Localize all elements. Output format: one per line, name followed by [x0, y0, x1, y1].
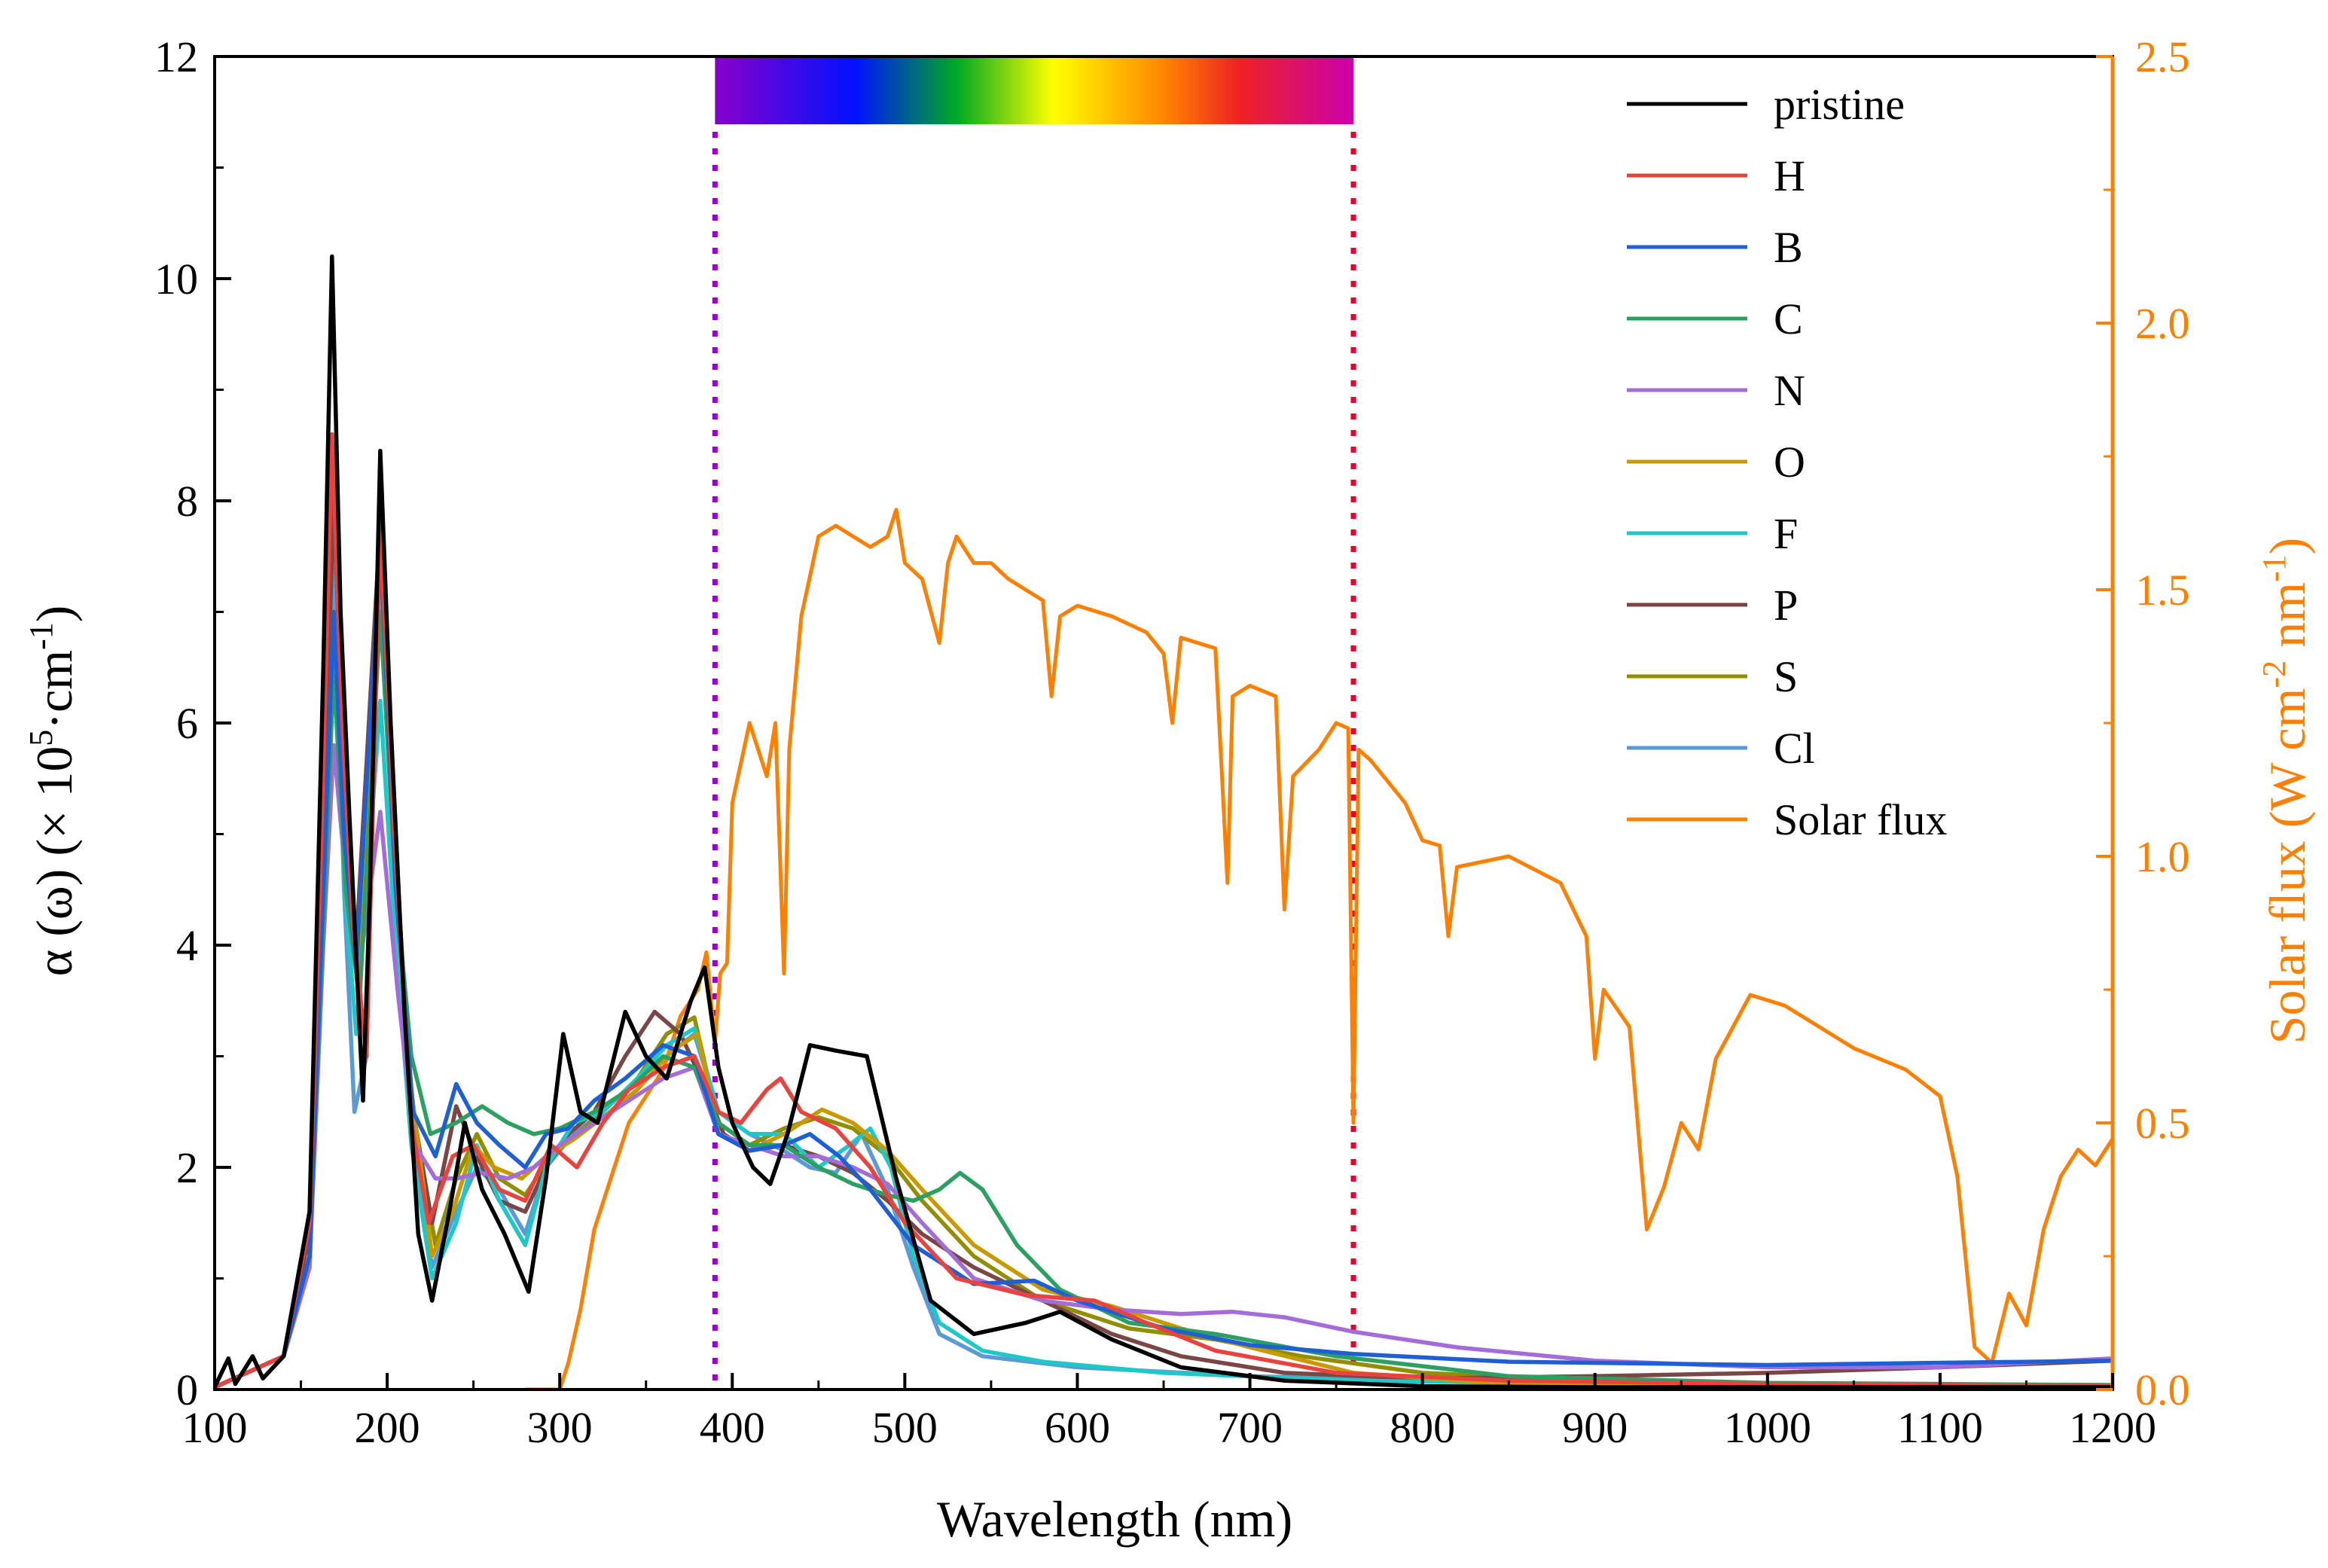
- y2-axis: 0.0 0.5 1.0 1.5 2.0 2.5: [2096, 32, 2190, 1414]
- y2-title-sup2: -1: [2256, 554, 2293, 582]
- y2-axis-title: Solar flux (W cm-2 nm-1): [2256, 538, 2316, 1045]
- series-pristine: [215, 254, 2113, 1390]
- x-tick-label: 300: [527, 1403, 593, 1452]
- y-tick-label: 8: [176, 477, 198, 526]
- y-tick-label: 4: [176, 921, 198, 970]
- y2-title-mid: nm: [2259, 582, 2316, 660]
- y2-title-main: Solar flux (W cm: [2259, 688, 2316, 1045]
- legend-label-f: F: [1774, 509, 1798, 558]
- y-axis: 0 2 4 6 8 10 12: [154, 32, 231, 1414]
- series-o: [215, 576, 2113, 1390]
- y-title-sup: 5: [23, 730, 59, 746]
- y2-tick-label: 0.0: [2135, 1365, 2190, 1414]
- x-tick-label: 600: [1045, 1403, 1110, 1452]
- y-title-main: α (ω) (× 10: [26, 746, 83, 977]
- y2-tick-label: 2.0: [2135, 299, 2190, 348]
- legend-label-cl: Cl: [1774, 724, 1815, 773]
- x-tick-label: 100: [182, 1403, 248, 1452]
- y2-tick-label: 1.5: [2135, 566, 2190, 615]
- series-p: [215, 499, 2113, 1390]
- spectrum-bar: [715, 58, 1353, 124]
- y-title-sup2: -1: [23, 622, 59, 650]
- x-tick-label: 400: [700, 1403, 765, 1452]
- legend-label-b: B: [1774, 223, 1803, 272]
- series-c: [215, 609, 2113, 1390]
- legend-label-p: P: [1774, 581, 1798, 630]
- series-cl: [215, 499, 2113, 1390]
- x-tick-label: 1000: [1724, 1403, 1811, 1452]
- x-axis-title: Wavelength (nm): [937, 1490, 1292, 1548]
- x-axis: 100 200 300 400 500 600 700 800 900 1000 1100 1200: [182, 1373, 2156, 1452]
- series-s: [215, 576, 2113, 1390]
- legend-label-c: C: [1774, 294, 1803, 343]
- y-tick-label: 0: [176, 1365, 198, 1414]
- x-tick-label: 800: [1390, 1403, 1455, 1452]
- legend-label-h: H: [1774, 151, 1805, 200]
- x-tick-label: 200: [355, 1403, 420, 1452]
- legend-label-s: S: [1774, 652, 1798, 701]
- y-tick-label: 10: [154, 255, 198, 304]
- legend-label-pristine: pristine: [1774, 80, 1905, 129]
- y2-tick-label: 2.5: [2135, 32, 2190, 81]
- series-layer: [215, 254, 2113, 1390]
- y-axis-title: α (ω) (× 105·cm-1): [23, 606, 83, 977]
- legend-label-o: O: [1774, 438, 1805, 487]
- y2-title-end: ): [2259, 538, 2316, 555]
- legend-label-solar-flux: Solar flux: [1774, 795, 1947, 844]
- series-b: [215, 543, 2113, 1390]
- x-tick-label: 1200: [2069, 1403, 2156, 1452]
- series-solar-flux: [525, 508, 2113, 1390]
- x-tick-label: 700: [1217, 1403, 1283, 1452]
- series-h: [215, 432, 2113, 1390]
- y-title-mid: ·cm: [26, 650, 83, 730]
- y2-tick-label: 0.5: [2135, 1099, 2190, 1148]
- y2-tick-label: 1.0: [2135, 832, 2190, 881]
- x-tick-label: 500: [872, 1403, 938, 1452]
- y-tick-label: 12: [154, 32, 198, 81]
- series-f: [215, 665, 2113, 1390]
- y2-title-sup: -2: [2256, 660, 2293, 688]
- x-tick-label: 1100: [1897, 1403, 1983, 1452]
- legend-label-n: N: [1774, 366, 1805, 415]
- y-title-end: ): [26, 606, 83, 623]
- y-tick-label: 2: [176, 1143, 198, 1192]
- x-tick-label: 900: [1562, 1403, 1628, 1452]
- y-tick-label: 6: [176, 699, 198, 748]
